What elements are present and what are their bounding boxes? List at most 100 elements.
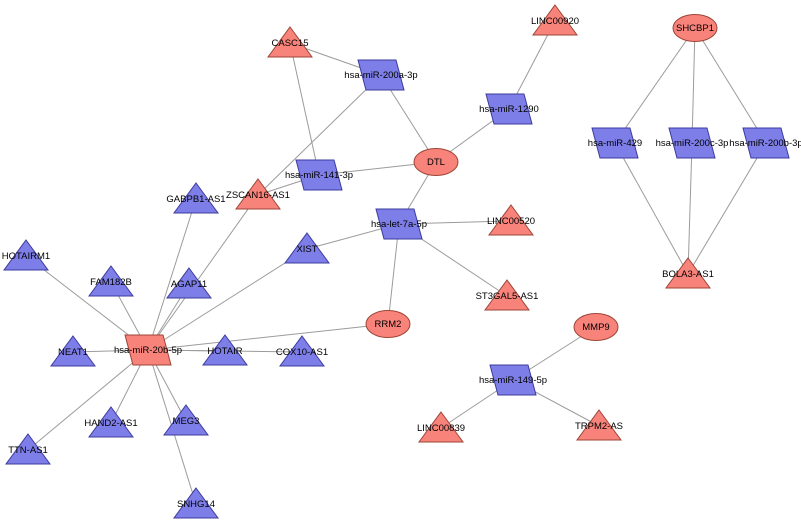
edge-shcbp1-hsa-mir-200b-3p bbox=[694, 27, 767, 144]
parallelogram-shape bbox=[489, 364, 537, 396]
triangle-shape bbox=[576, 409, 622, 441]
parallelogram-shape bbox=[124, 334, 172, 366]
edge-hsa-mir-20b-5p-gabpb1-as1 bbox=[147, 198, 197, 351]
triangle-shape bbox=[202, 334, 248, 366]
triangle-shape bbox=[665, 257, 711, 289]
node-label: HAND2-AS1 bbox=[84, 418, 137, 429]
node-meg3: MEG3 bbox=[163, 404, 209, 436]
node-label: COX10-AS1 bbox=[276, 347, 328, 358]
triangle-shape bbox=[50, 335, 96, 367]
parallelogram-shape bbox=[295, 159, 343, 191]
edge-hsa-mir-20b-5p-xist bbox=[147, 248, 308, 351]
node-hsa-mir-20b-5p: hsa-miR-20b-5p bbox=[114, 334, 182, 366]
node-label: SHCBP1 bbox=[676, 23, 714, 34]
ellipse-shape bbox=[573, 313, 619, 341]
node-zscan16-as1: ZSCAN16-AS1 bbox=[226, 178, 290, 210]
node-label: hsa-let-7a-5p bbox=[371, 219, 427, 230]
node-label: LINC00839 bbox=[417, 423, 465, 434]
node-hotairm1: HOTAIRM1 bbox=[2, 239, 50, 271]
triangle-shape bbox=[3, 239, 49, 271]
node-linc00920: LINC00920 bbox=[531, 4, 579, 36]
node-label: CASC15 bbox=[272, 38, 309, 49]
node-fam182b: FAM182B bbox=[88, 265, 134, 297]
node-label: hsa-miR-20b-5p bbox=[114, 345, 182, 356]
parallelogram-shape bbox=[375, 208, 423, 240]
node-label: TRPM2-AS bbox=[575, 421, 623, 432]
node-linc00839: LINC00839 bbox=[417, 411, 465, 443]
node-hsa-mir-200a-3p: hsa-miR-200a-3p bbox=[344, 59, 418, 91]
node-label: DTL bbox=[427, 157, 445, 168]
edge-hsa-let-7a-5p-rrm2 bbox=[387, 223, 400, 325]
node-label: BOLA3-AS1 bbox=[662, 269, 714, 280]
node-label: RRM2 bbox=[375, 319, 402, 330]
node-label: hsa-miR-200b-3p bbox=[729, 138, 801, 149]
triangle-shape bbox=[267, 26, 313, 58]
node-hsa-mir-1290: hsa-miR-1290 bbox=[479, 93, 539, 125]
node-label: hsa-miR-200c-3p bbox=[656, 138, 729, 149]
node-xist: XIST bbox=[284, 232, 330, 264]
node-hsa-let-7a-5p: hsa-let-7a-5p bbox=[371, 208, 427, 240]
node-linc00520: LINC00520 bbox=[487, 204, 535, 236]
node-shcbp1: SHCBP1 bbox=[672, 14, 718, 42]
ellipse-shape bbox=[672, 14, 718, 42]
node-hotair: HOTAIR bbox=[202, 334, 248, 366]
triangle-shape bbox=[418, 411, 464, 443]
edge-hsa-mir-20b-5p-rrm2 bbox=[147, 323, 389, 351]
edge-shcbp1-hsa-mir-200c-3p bbox=[691, 27, 696, 144]
edge-hsa-mir-20b-5p-ttn-as1 bbox=[27, 349, 149, 451]
node-label: ZSCAN16-AS1 bbox=[226, 190, 290, 201]
triangle-shape bbox=[88, 265, 134, 297]
parallelogram-shape bbox=[485, 93, 533, 125]
node-label: hsa-miR-1290 bbox=[479, 104, 539, 115]
node-label: hsa-miR-141-3p bbox=[285, 170, 353, 181]
node-hsa-mir-200b-3p: hsa-miR-200b-3p bbox=[729, 127, 801, 159]
triangle-shape bbox=[235, 178, 281, 210]
parallelogram-shape bbox=[591, 127, 639, 159]
triangle-shape bbox=[5, 433, 51, 465]
edge-zscan16-as1-hsa-mir-200a-3p bbox=[257, 74, 382, 196]
node-cox10-as1: COX10-AS1 bbox=[276, 335, 328, 367]
node-hand2-as1: HAND2-AS1 bbox=[84, 406, 138, 438]
node-label: hsa-miR-149-5p bbox=[479, 375, 547, 386]
node-layer: CASC15 LINC00920 ZSCAN16-AS1 LINC00520 ST3GA… bbox=[2, 4, 801, 519]
node-label: hsa-miR-200a-3p bbox=[344, 70, 417, 81]
node-label: ST3GAL5-AS1 bbox=[476, 291, 539, 302]
edge-layer bbox=[25, 20, 767, 505]
ellipse-shape bbox=[365, 310, 411, 338]
triangle-shape bbox=[484, 279, 530, 311]
edge-bola3-as1-hsa-mir-200b-3p bbox=[687, 142, 767, 275]
node-neat1: NEAT1 bbox=[50, 335, 96, 367]
parallelogram-shape bbox=[742, 127, 790, 159]
node-bola3-as1: BOLA3-AS1 bbox=[662, 257, 714, 289]
triangle-shape bbox=[173, 487, 219, 519]
triangle-shape bbox=[279, 335, 325, 367]
triangle-shape bbox=[88, 406, 134, 438]
triangle-shape bbox=[166, 267, 212, 299]
edge-bola3-as1-hsa-mir-429 bbox=[614, 142, 689, 275]
node-mmp9: MMP9 bbox=[573, 313, 619, 341]
node-label: FAM182B bbox=[90, 277, 132, 288]
node-hsa-mir-429: hsa-miR-429 bbox=[588, 127, 642, 159]
node-trpm2-as: TRPM2-AS bbox=[575, 409, 623, 441]
ellipse-shape bbox=[413, 148, 459, 176]
triangle-shape bbox=[488, 204, 534, 236]
node-label: TTN-AS1 bbox=[8, 445, 48, 456]
edge-casc15-hsa-mir-141-3p bbox=[289, 42, 320, 176]
edge-hsa-mir-20b-5p-zscan16-as1 bbox=[147, 194, 259, 351]
node-label: LINC00920 bbox=[531, 16, 579, 27]
node-label: MEG3 bbox=[173, 416, 200, 427]
node-label: HOTAIR bbox=[207, 346, 242, 357]
node-label: XIST bbox=[296, 244, 317, 255]
node-hsa-mir-149-5p: hsa-miR-149-5p bbox=[479, 364, 547, 396]
node-label: AGAP11 bbox=[171, 279, 207, 290]
triangle-shape bbox=[173, 182, 219, 214]
node-hsa-mir-141-3p: hsa-miR-141-3p bbox=[285, 159, 353, 191]
parallelogram-shape bbox=[668, 127, 716, 159]
node-gabpb1-as1: GABPB1-AS1 bbox=[166, 182, 226, 214]
node-label: NEAT1 bbox=[58, 347, 88, 358]
node-label: hsa-miR-429 bbox=[588, 138, 642, 149]
node-hsa-mir-200c-3p: hsa-miR-200c-3p bbox=[656, 127, 729, 159]
triangle-shape bbox=[163, 404, 209, 436]
